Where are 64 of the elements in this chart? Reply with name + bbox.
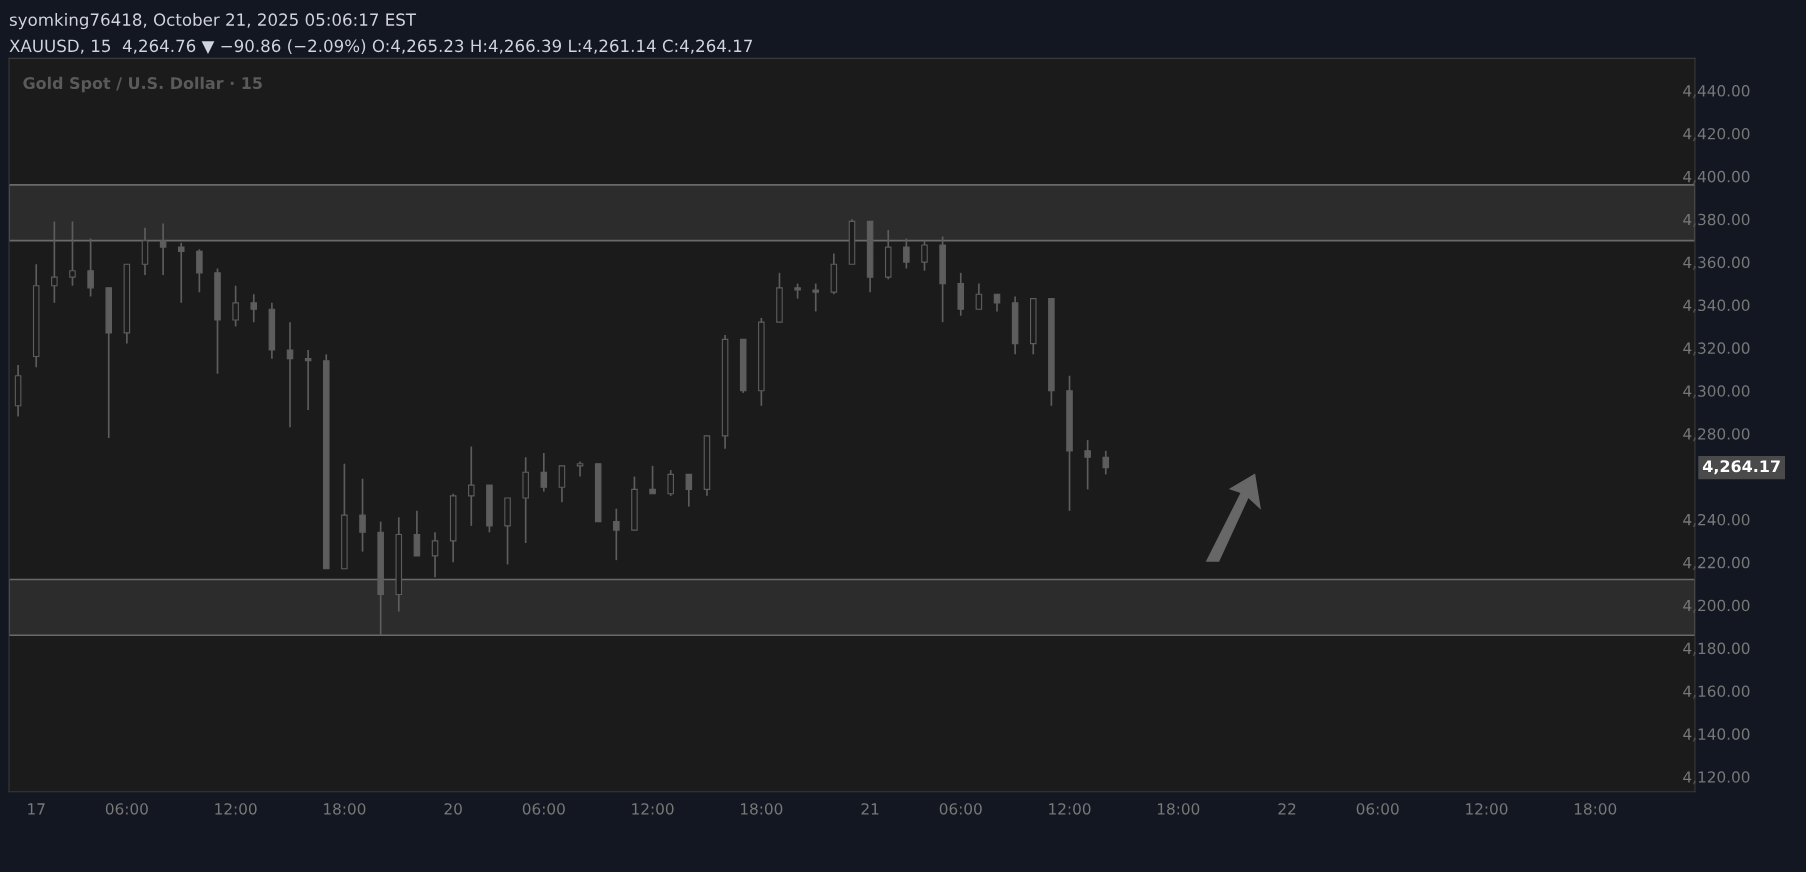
x-tick-label: 12:00 <box>1049 803 1091 815</box>
candlestick <box>613 507 620 562</box>
y-tick-label: 4,160.00 <box>1683 685 1750 699</box>
text: Gold Spot / U.S. Dollar · 15 <box>23 76 262 93</box>
text: XAUUSD, 15 4,264.76 ▼ −90.86 (−2.09%) O:4,265.23 H:4,266.39 L:4,261.14 C:4,264.17 <box>9 39 752 55</box>
y-tick-label: 4,340.00 <box>1683 299 1750 313</box>
y-tick-label: 4,320.00 <box>1683 342 1750 356</box>
x-tick-label: 17 <box>28 803 45 815</box>
y-tick-label: 4,280.00 <box>1683 428 1750 442</box>
candlestick <box>250 293 258 324</box>
candlestick <box>69 220 76 287</box>
x-tick-label: 22 <box>1278 803 1296 815</box>
candlestick <box>812 282 819 313</box>
candlestick <box>1084 439 1091 491</box>
y-tick-label: 4,380.00 <box>1683 213 1750 227</box>
x-tick-label: 12:00 <box>632 803 674 815</box>
y-tick-label: 4,140.00 <box>1683 728 1750 742</box>
y-tick-label: 4,200.00 <box>1683 599 1750 613</box>
candlestick <box>232 284 239 328</box>
x-tick-label: 06:00 <box>522 803 565 815</box>
candlestick <box>576 460 584 478</box>
candlestick <box>558 465 566 504</box>
x-tick-label: 21 <box>861 803 879 815</box>
candlestick <box>159 222 167 276</box>
y-tick-label: 4,120.00 <box>1683 771 1750 785</box>
candlestick <box>685 473 693 508</box>
y-tick-label: 4,180.00 <box>1683 642 1750 656</box>
candlestick <box>649 465 656 495</box>
x-tick-label: 06:00 <box>105 803 148 815</box>
y-tick-label: 4,240.00 <box>1683 513 1750 528</box>
candlestick <box>921 239 928 272</box>
candlestick <box>87 237 94 298</box>
candlestick <box>359 477 366 553</box>
y-tick-label: 4,220.00 <box>1683 556 1750 570</box>
y-tick-label: 4,300.00 <box>1683 385 1750 399</box>
candlestick <box>196 248 203 293</box>
candlestick <box>413 510 421 557</box>
candlestick <box>141 226 149 276</box>
candlestick <box>667 469 674 497</box>
candlestick <box>286 321 294 429</box>
text: 4,264.17 <box>1702 460 1780 475</box>
text: syomking76418, October 21, 2025 05:06:17 EST <box>9 13 417 30</box>
candlestick <box>1102 449 1110 476</box>
x-tick-label: 18:00 <box>741 803 783 815</box>
x-tick-label: 12:00 <box>215 803 257 815</box>
x-tick-label: 20 <box>444 803 462 815</box>
x-tick-label: 06:00 <box>939 803 982 815</box>
x-tick-label: 18:00 <box>1157 803 1200 815</box>
x-tick-label: 18:00 <box>1574 803 1617 815</box>
candlestick <box>468 445 475 527</box>
candlestick <box>903 237 910 270</box>
candlestick <box>177 241 185 304</box>
x-tick-label: 06:00 <box>1356 803 1399 815</box>
candlestick <box>431 531 439 579</box>
y-tick-label: 4,420.00 <box>1683 127 1750 142</box>
y-tick-label: 4,360.00 <box>1683 256 1750 270</box>
candlestick <box>540 452 548 493</box>
candlestick <box>975 282 983 311</box>
x-tick-label: 18:00 <box>324 803 366 815</box>
candlestick <box>51 220 58 304</box>
y-tick-label: 4,400.00 <box>1683 170 1750 184</box>
y-tick-label: 4,440.00 <box>1683 85 1750 99</box>
candlestick <box>304 349 312 411</box>
x-tick-label: 12:00 <box>1466 803 1508 815</box>
